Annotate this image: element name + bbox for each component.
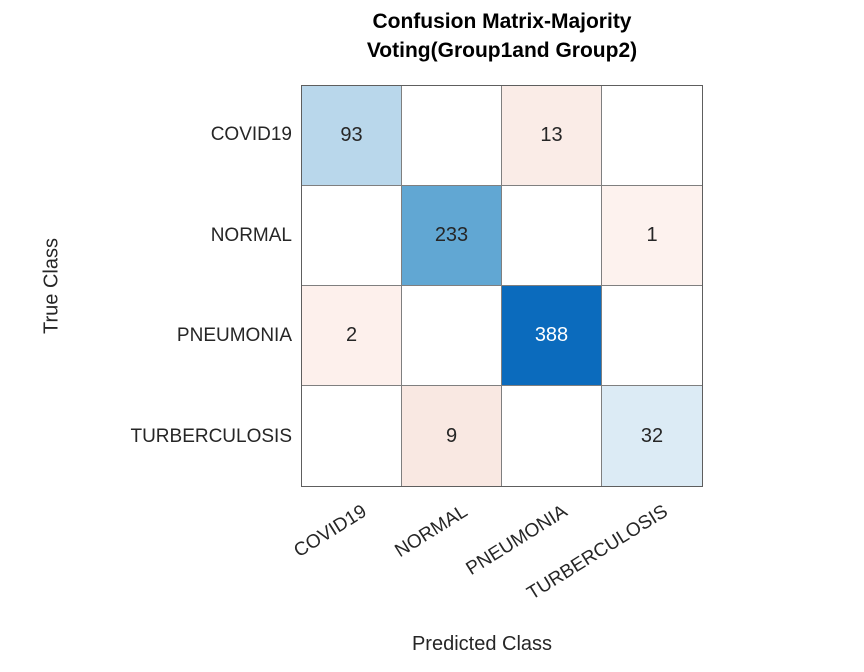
x-tick-label-normal: NORMAL: [391, 501, 472, 562]
chart-title-line2: Voting(Group1and Group2): [366, 39, 638, 62]
matrix-cell-r2c2: 388: [502, 286, 602, 386]
matrix-cell-r1c2: [502, 186, 602, 286]
matrix-cell-r0c1: [402, 86, 502, 186]
matrix-cell-r0c3: [602, 86, 702, 186]
matrix-cell-r3c1: 9: [402, 386, 502, 486]
y-tick-label-pneumonia: PNEUMONIA: [176, 325, 292, 346]
matrix-cell-r2c1: [402, 286, 502, 386]
y-tick-label-turberculosis: TURBERCULOSIS: [130, 426, 292, 447]
confusion-matrix-grid: 93 13 233 1 2 388 9 32: [301, 85, 703, 487]
matrix-cell-r3c3: 32: [602, 386, 702, 486]
matrix-cell-r2c3: [602, 286, 702, 386]
matrix-cell-r3c0: [302, 386, 402, 486]
matrix-cell-r2c0: 2: [302, 286, 402, 386]
x-axis-label: Predicted Class: [411, 633, 553, 655]
matrix-cell-r3c2: [502, 386, 602, 486]
chart-title-line1: Confusion Matrix-Majority: [372, 10, 632, 33]
y-tick-label-normal: NORMAL: [210, 225, 292, 246]
matrix-cell-r0c0: 93: [302, 86, 402, 186]
matrix-cell-r1c3: 1: [602, 186, 702, 286]
matrix-cell-r1c1: 233: [402, 186, 502, 286]
y-tick-label-covid19: COVID19: [210, 124, 292, 145]
chart-title: Confusion Matrix-Majority Voting(Group1a…: [301, 7, 703, 65]
matrix-cell-r1c0: [302, 186, 402, 286]
matrix-cell-r0c2: 13: [502, 86, 602, 186]
x-tick-label-covid19: COVID19: [290, 501, 371, 562]
y-axis-label: True Class: [40, 238, 63, 334]
